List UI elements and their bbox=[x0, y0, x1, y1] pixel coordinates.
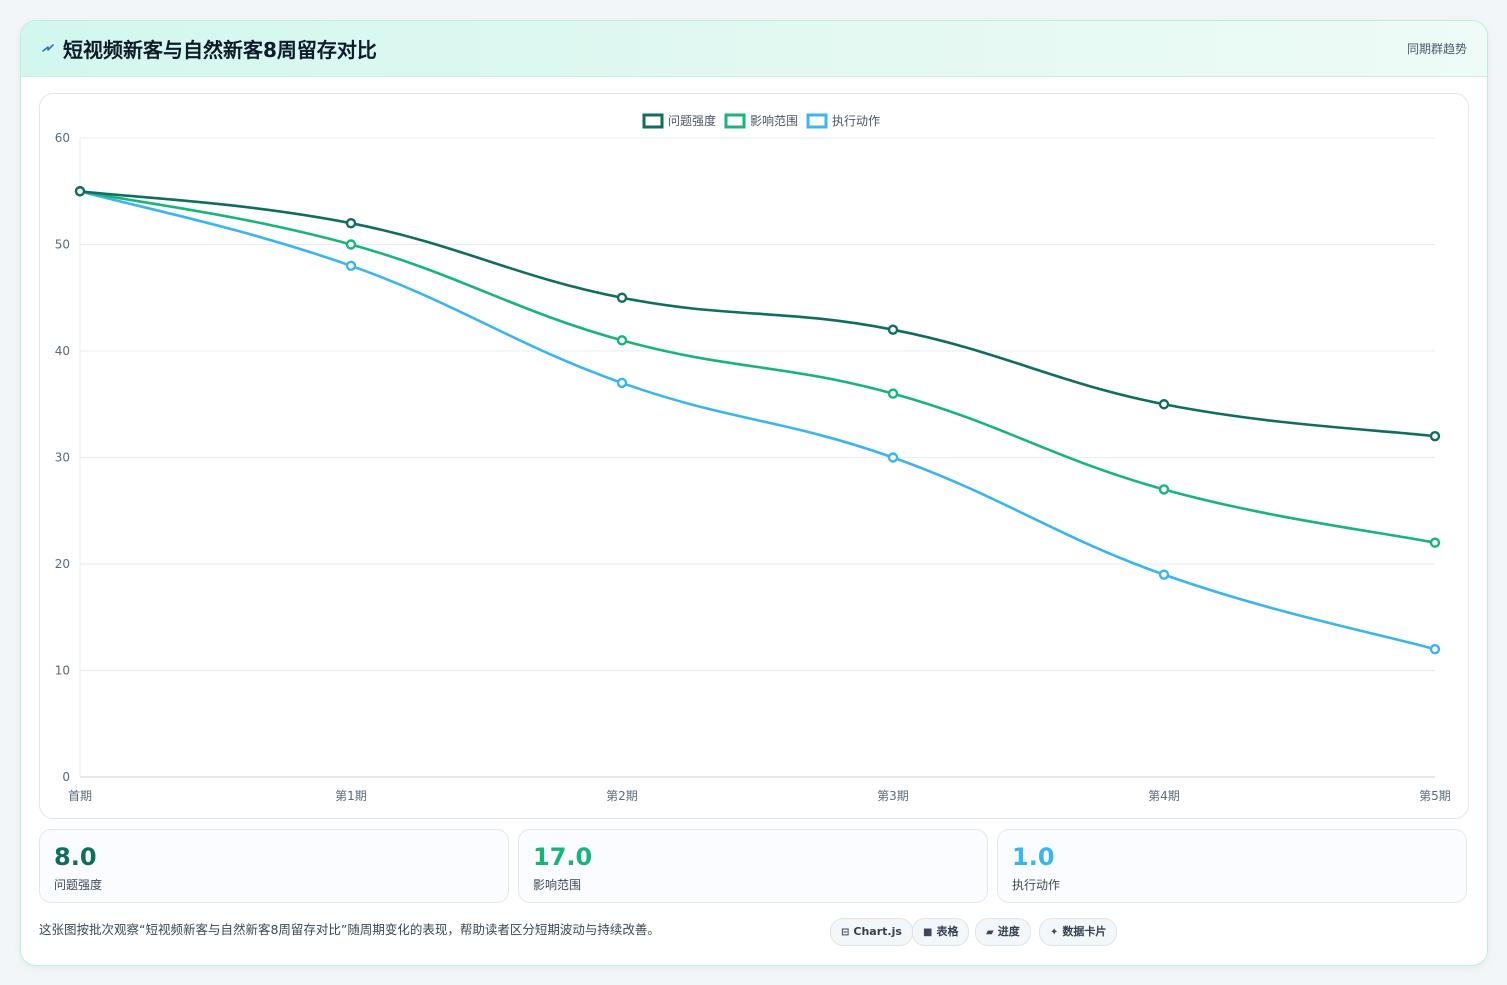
y-tick-label: 60 bbox=[55, 131, 70, 145]
page-title: 短视频新客与自然新客8周留存对比 bbox=[63, 38, 377, 62]
legend-swatch bbox=[642, 113, 664, 129]
chip-table[interactable]: ■ 表格 bbox=[912, 918, 970, 946]
x-tick-label: 第2期 bbox=[606, 789, 638, 803]
legend-swatch bbox=[806, 113, 828, 129]
data-point bbox=[1429, 431, 1441, 442]
series-line bbox=[78, 189, 1437, 438]
y-tick-label: 0 bbox=[62, 770, 70, 784]
legend-label: 问题强度 bbox=[668, 113, 716, 128]
stat-value: 1.0 bbox=[1012, 843, 1055, 871]
chip-chartjs[interactable]: ⊟ Chart.js bbox=[830, 918, 913, 946]
chip-label: Chart.js bbox=[853, 925, 902, 938]
sparkle-icon: ✦ bbox=[1050, 927, 1059, 938]
chip-data-card[interactable]: ✦ 数据卡片 bbox=[1039, 918, 1118, 946]
line-chart: 0 10 20 30 40 50 60 首期 第1期 第2期 第3期 第4期 第5期 问题强度 影响范围 执行… bbox=[55, 113, 1451, 803]
series-line bbox=[78, 189, 1437, 544]
y-tick-label: 20 bbox=[55, 557, 70, 571]
x-tick-label: 首期 bbox=[68, 789, 92, 803]
stat-label: 问题强度 bbox=[54, 878, 103, 892]
stat-card: 1.0 执行动作 bbox=[997, 829, 1467, 903]
y-tick-label: 10 bbox=[55, 664, 70, 678]
data-point bbox=[616, 335, 628, 346]
stats-row: 8.0 问题强度 17.0 影响范围 1.0 执行动作 bbox=[39, 829, 1469, 903]
data-point bbox=[74, 186, 86, 197]
legend-label: 执行动作 bbox=[832, 114, 880, 128]
chip-progress[interactable]: ▰ 进度 bbox=[975, 918, 1031, 946]
table-icon: ⊟ bbox=[841, 927, 850, 938]
x-tick-label: 第4期 bbox=[1148, 789, 1180, 803]
data-point bbox=[1158, 569, 1170, 580]
stat-card: 8.0 问题强度 bbox=[39, 829, 509, 903]
stat-label: 影响范围 bbox=[533, 878, 582, 892]
x-tick-label: 第5期 bbox=[1419, 789, 1451, 803]
lightning-icon bbox=[42, 44, 54, 52]
y-tick-label: 40 bbox=[55, 344, 70, 358]
card-header: 短视频新客与自然新客8周留存对比 同期群趋势 bbox=[21, 21, 1487, 77]
y-tick-label: 30 bbox=[55, 451, 70, 465]
data-point bbox=[887, 452, 899, 463]
y-tick-label: 50 bbox=[55, 238, 70, 252]
legend-swatch bbox=[724, 113, 746, 129]
data-point bbox=[887, 324, 899, 335]
x-tick-label: 第1期 bbox=[335, 789, 367, 803]
series-line bbox=[78, 189, 1437, 651]
data-point bbox=[345, 217, 357, 229]
data-point bbox=[345, 260, 357, 272]
data-point bbox=[616, 377, 628, 389]
data-point bbox=[345, 239, 357, 250]
data-point bbox=[1429, 537, 1441, 548]
progress-icon: ▰ bbox=[986, 927, 994, 938]
chip-label: 表格 bbox=[936, 925, 959, 938]
legend-label: 影响范围 bbox=[750, 113, 798, 128]
stat-value: 17.0 bbox=[533, 843, 593, 871]
data-point bbox=[1429, 644, 1441, 655]
chip-label: 进度 bbox=[997, 925, 1020, 938]
chart-description: 这张图按批次观察“短视频新客与自然新客8周留存对比”随周期变化的表现，帮助读者区… bbox=[39, 922, 660, 937]
stat-label: 执行动作 bbox=[1012, 878, 1061, 892]
trend-badge: 同期群趋势 bbox=[1406, 42, 1467, 56]
data-point bbox=[1158, 399, 1170, 410]
square-icon: ■ bbox=[923, 927, 933, 938]
data-point bbox=[1158, 484, 1170, 495]
stat-value: 8.0 bbox=[54, 843, 97, 871]
chart-card: 短视频新客与自然新客8周留存对比 同期群趋势 0 10 20 30 40 50 60 首期 第1… bbox=[20, 20, 1488, 966]
chart-area: 0 10 20 30 40 50 60 首期 第1期 第2期 第3期 第4期 第5期 问题强度 影响范围 执行… bbox=[39, 93, 1469, 819]
stat-card: 17.0 影响范围 bbox=[518, 829, 988, 903]
chip-label: 数据卡片 bbox=[1062, 925, 1107, 938]
data-point bbox=[887, 388, 899, 399]
data-point bbox=[616, 292, 628, 303]
x-tick-label: 第3期 bbox=[877, 789, 909, 803]
